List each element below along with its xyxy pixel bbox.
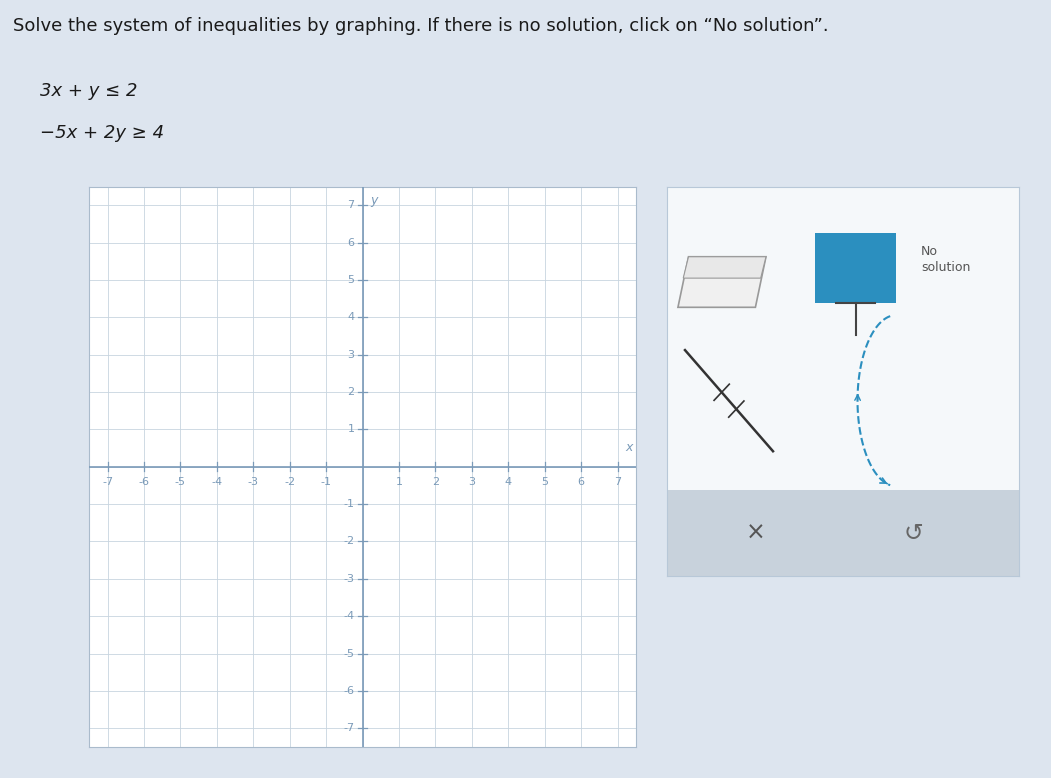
Text: -5: -5 xyxy=(174,477,186,487)
Text: 6: 6 xyxy=(578,477,584,487)
Text: 3: 3 xyxy=(348,350,354,359)
Text: -7: -7 xyxy=(344,724,354,733)
Text: -1: -1 xyxy=(321,477,332,487)
Text: -6: -6 xyxy=(139,477,149,487)
Text: -2: -2 xyxy=(284,477,295,487)
Text: ↺: ↺ xyxy=(904,521,924,545)
Text: -1: -1 xyxy=(344,499,354,509)
Text: 3x + y ≤ 2: 3x + y ≤ 2 xyxy=(40,82,138,100)
Text: 4: 4 xyxy=(348,313,354,322)
Bar xyxy=(667,490,1019,576)
Text: 4: 4 xyxy=(504,477,512,487)
Text: -3: -3 xyxy=(248,477,259,487)
Text: ×: × xyxy=(745,521,765,545)
Text: 7: 7 xyxy=(348,201,354,210)
Text: 1: 1 xyxy=(348,425,354,434)
Polygon shape xyxy=(683,257,766,279)
Text: -5: -5 xyxy=(344,649,354,658)
Text: 5: 5 xyxy=(348,275,354,285)
Polygon shape xyxy=(816,233,897,303)
Text: 7: 7 xyxy=(614,477,621,487)
Text: -6: -6 xyxy=(344,686,354,696)
Text: -3: -3 xyxy=(344,574,354,584)
Text: 6: 6 xyxy=(348,238,354,247)
Text: -7: -7 xyxy=(102,477,114,487)
Text: 2: 2 xyxy=(348,387,354,397)
Text: 2: 2 xyxy=(432,477,439,487)
Text: Solve the system of inequalities by graphing. If there is no solution, click on : Solve the system of inequalities by grap… xyxy=(13,17,828,35)
Text: x: x xyxy=(625,440,633,454)
Text: 3: 3 xyxy=(469,477,475,487)
Text: y: y xyxy=(370,194,377,207)
Text: −5x + 2y ≥ 4: −5x + 2y ≥ 4 xyxy=(40,124,164,142)
Polygon shape xyxy=(678,257,766,307)
Text: -4: -4 xyxy=(344,612,354,621)
Text: -4: -4 xyxy=(211,477,223,487)
Text: No
solution: No solution xyxy=(921,245,970,274)
Text: 1: 1 xyxy=(395,477,403,487)
Text: 5: 5 xyxy=(541,477,549,487)
Text: -2: -2 xyxy=(344,537,354,546)
